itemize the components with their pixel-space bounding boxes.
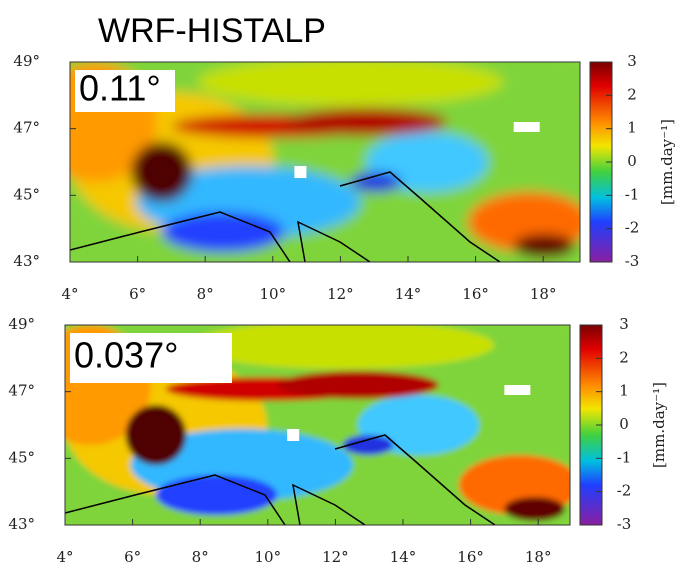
lon-label: 16° (457, 548, 484, 566)
map-frame (64, 324, 571, 526)
field-blob (513, 234, 575, 258)
label-box (75, 70, 175, 112)
precip-field (70, 62, 580, 262)
field-blob (277, 371, 439, 399)
field-blob (125, 405, 187, 465)
title: WRF-HISTALP (98, 12, 326, 50)
lon-label: 4° (56, 548, 73, 566)
map-panel: 0.037° 49° 47° 45° 43° 4° 6° 8° 10° 12° 14° 16° 18° 3… (8, 315, 668, 566)
lon-label: 8° (197, 285, 214, 303)
resolution-label: 0.037° (74, 335, 178, 376)
colorbar-label: 3 (627, 52, 637, 70)
colorbar-label: 1 (627, 119, 637, 137)
lon-label: 10° (255, 548, 282, 566)
colorbar-label: -2 (617, 482, 632, 500)
colorbar-label: 2 (619, 348, 629, 366)
resolution-label: 0.11° (79, 68, 161, 109)
map-panel: 0.11° 49° 47° 45° 43° 4° 6° 8° 10° 12° 14° 16° 18° 3 2… (13, 52, 676, 303)
lon-label: 14° (390, 548, 417, 566)
colorbar-label: -2 (625, 219, 640, 237)
field-blob (161, 212, 285, 252)
missing (294, 166, 307, 178)
label-box (70, 333, 232, 383)
coastline (70, 171, 501, 262)
lat-label: 49° (8, 315, 35, 333)
lon-label: 6° (129, 285, 146, 303)
field-blobs (70, 62, 580, 262)
field-blob (284, 108, 448, 136)
lon-label: 10° (260, 285, 287, 303)
lon-label: 6° (124, 548, 141, 566)
lon-label: 8° (192, 548, 209, 566)
field-blob (350, 172, 402, 192)
colorbar-label: -1 (625, 185, 640, 203)
lat-label: 43° (13, 252, 40, 270)
coastline (65, 434, 496, 525)
lat-label: 43° (8, 515, 35, 533)
lon-label: 12° (327, 285, 354, 303)
colorbar-label: 0 (619, 415, 629, 433)
field-blob (155, 475, 278, 515)
colorbar-label: 1 (619, 382, 629, 400)
lon-label: 14° (395, 285, 422, 303)
colorbar-label: 3 (619, 315, 629, 333)
field-blob (342, 435, 394, 455)
field-blob (504, 497, 565, 521)
field-blob (191, 325, 495, 369)
missing (504, 385, 531, 395)
lon-label: 16° (462, 285, 489, 303)
colorbar-label: -1 (617, 448, 632, 466)
colorbar-label: 2 (627, 85, 637, 103)
colorbar-label: 0 (627, 152, 637, 170)
lat-label: 49° (13, 52, 40, 70)
colorbar-title: [mm.day⁻¹] (650, 382, 668, 468)
map-frame (69, 61, 581, 263)
colorbar-label: -3 (617, 515, 632, 533)
missing (513, 122, 540, 132)
lon-label: 12° (322, 548, 349, 566)
colorbar-title: [mm.day⁻¹] (658, 119, 676, 205)
lon-label: 18° (530, 285, 557, 303)
lon-label: 18° (525, 548, 552, 566)
field-blob (131, 142, 193, 202)
lat-label: 45° (13, 185, 40, 203)
lat-label: 45° (8, 448, 35, 466)
lat-label: 47° (13, 119, 40, 137)
colorbar-label: -3 (625, 252, 640, 270)
missing (287, 429, 300, 441)
lat-label: 47° (8, 382, 35, 400)
field-blob (197, 62, 504, 106)
lon-label: 4° (61, 285, 78, 303)
